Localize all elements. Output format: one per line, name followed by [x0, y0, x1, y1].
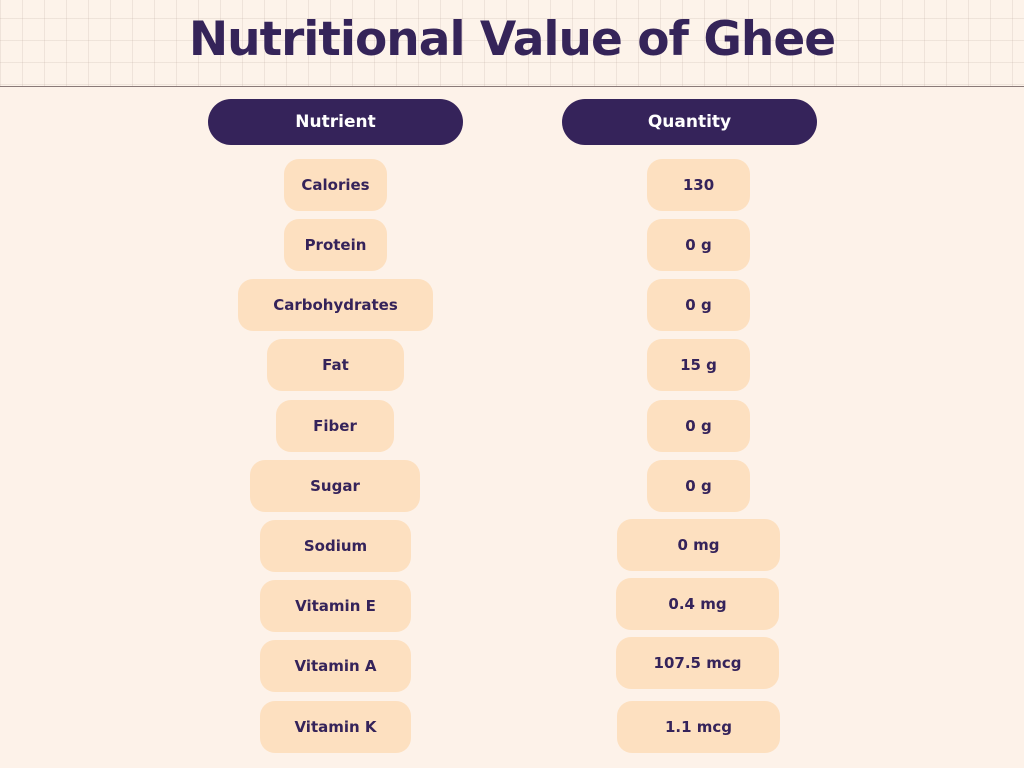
nutrient-cell-protein: Protein [284, 219, 387, 271]
nutrient-cell-vitamin-a: Vitamin A [260, 640, 411, 692]
quantity-cell-vitamin-k: 1.1 mcg [617, 701, 780, 753]
nutrient-cell-sugar: Sugar [250, 460, 420, 512]
header-divider [0, 86, 1024, 87]
header-grid-band [0, 0, 1024, 86]
nutrient-cell-fiber: Fiber [276, 400, 394, 452]
quantity-cell-protein: 0 g [647, 219, 750, 271]
nutrient-cell-calories: Calories [284, 159, 387, 211]
nutrient-cell-vitamin-e: Vitamin E [260, 580, 411, 632]
page-title: Nutritional Value of Ghee [188, 12, 836, 67]
nutrient-cell-fat: Fat [267, 339, 404, 391]
quantity-cell-carbohydrates: 0 g [647, 279, 750, 331]
quantity-cell-vitamin-a: 107.5 mcg [616, 637, 779, 689]
quantity-cell-calories: 130 [647, 159, 750, 211]
quantity-cell-fiber: 0 g [647, 400, 750, 452]
nutrient-cell-carbohydrates: Carbohydrates [238, 279, 433, 331]
quantity-column-header: Quantity [562, 99, 817, 145]
nutrient-cell-sodium: Sodium [260, 520, 411, 572]
quantity-cell-vitamin-e: 0.4 mg [616, 578, 779, 630]
quantity-cell-sugar: 0 g [647, 460, 750, 512]
quantity-cell-sodium: 0 mg [617, 519, 780, 571]
nutrient-cell-vitamin-k: Vitamin K [260, 701, 411, 753]
quantity-cell-fat: 15 g [647, 339, 750, 391]
nutrient-column-header: Nutrient [208, 99, 463, 145]
